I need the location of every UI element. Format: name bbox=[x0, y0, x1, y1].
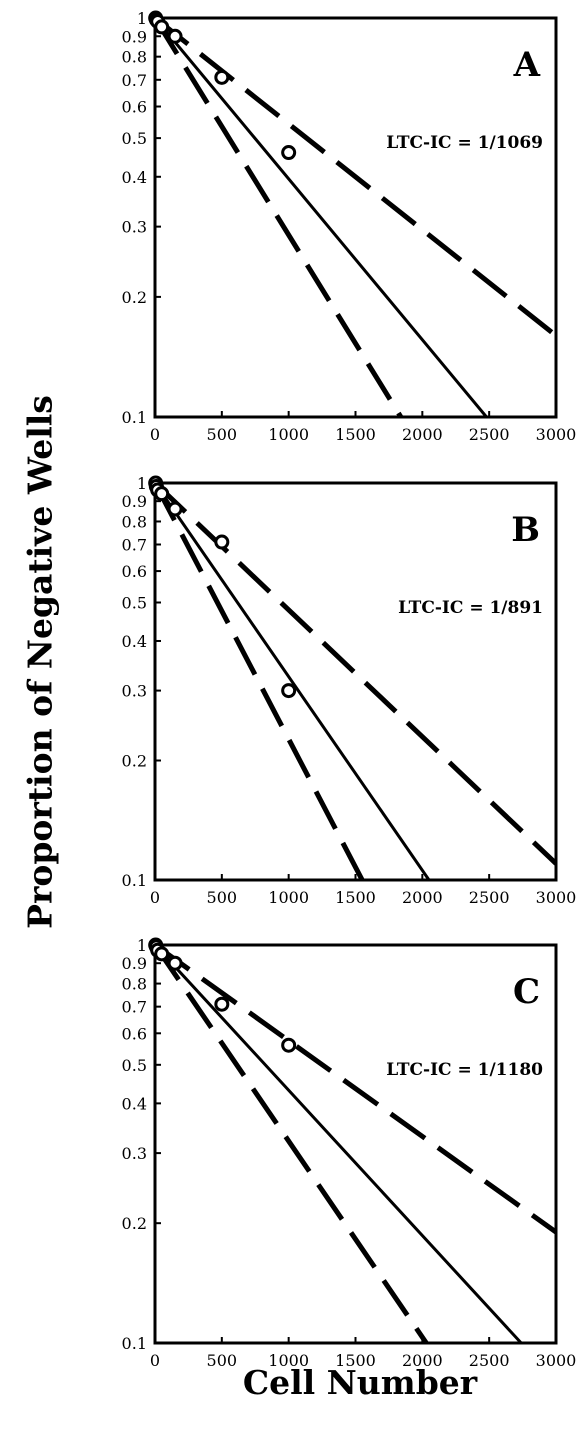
x-axis-label: Cell Number bbox=[242, 1363, 478, 1402]
fit-line-dashed-3 bbox=[155, 483, 365, 880]
data-point bbox=[154, 946, 170, 962]
x-tick-label: 3000 bbox=[536, 888, 577, 907]
y-tick-label: 0.5 bbox=[122, 594, 147, 613]
data-point bbox=[281, 683, 297, 699]
x-tick-label: 1500 bbox=[335, 1351, 376, 1370]
chart-panel-a: 0.1 0.2 0.3 0.4 0.5 0.6 0.7 0.8 0.91 0 500 1000 1500… bbox=[122, 9, 577, 444]
x-tick-label: 1500 bbox=[335, 425, 376, 444]
x-tick-label: 2500 bbox=[469, 888, 510, 907]
y-tick-label: 1 bbox=[137, 474, 147, 493]
x-tick-label: 2000 bbox=[402, 1351, 443, 1370]
x-tick-label: 1500 bbox=[335, 888, 376, 907]
y-tick-label: 0.4 bbox=[122, 168, 147, 187]
x-tick-label: 1000 bbox=[268, 1351, 309, 1370]
data-point bbox=[214, 534, 230, 550]
fit-line-dashed-3 bbox=[155, 945, 429, 1343]
x-tick-label: 2500 bbox=[469, 425, 510, 444]
x-tick-label: 500 bbox=[207, 425, 238, 444]
y-tick-label: 0.6 bbox=[122, 562, 147, 581]
data-point bbox=[154, 19, 170, 35]
x-tick-label: 500 bbox=[207, 1351, 238, 1370]
data-point bbox=[154, 486, 170, 502]
x-tick-label: 2500 bbox=[469, 1351, 510, 1370]
panel-label: C bbox=[513, 972, 540, 1012]
y-axis-label: Proportion of Negative Wells bbox=[20, 395, 60, 929]
y-tick-label: 0.2 bbox=[122, 288, 147, 307]
x-tick-label: 0 bbox=[150, 425, 160, 444]
y-tick-label: 0.7 bbox=[122, 998, 147, 1017]
y-tick-label: 0.2 bbox=[122, 1214, 147, 1233]
y-tick-label: 1 bbox=[137, 9, 147, 28]
y-tick-label: 0.1 bbox=[122, 1334, 147, 1353]
data-point bbox=[281, 1037, 297, 1053]
fit-line-dashed-1 bbox=[155, 945, 556, 1235]
data-point bbox=[167, 28, 183, 44]
ltc-ic-annotation: LTC-IC = 1/891 bbox=[398, 598, 543, 618]
x-tick-label: 3000 bbox=[536, 1351, 577, 1370]
y-tick-label: 0.1 bbox=[122, 408, 147, 427]
y-tick-label: 0.8 bbox=[122, 975, 147, 994]
x-tick-label: 3000 bbox=[536, 425, 577, 444]
panel-label: A bbox=[513, 45, 541, 85]
fit-line-dashed-3 bbox=[155, 18, 404, 417]
y-tick-label: 1 bbox=[137, 936, 147, 955]
y-tick-label: 0.3 bbox=[122, 218, 147, 237]
x-tick-label: 1000 bbox=[268, 888, 309, 907]
y-tick-label: 0.8 bbox=[122, 48, 147, 67]
data-point bbox=[214, 69, 230, 85]
panel-label: B bbox=[511, 510, 540, 550]
y-tick-label: 0.5 bbox=[122, 1056, 147, 1075]
y-tick-label: 0.6 bbox=[122, 1024, 147, 1043]
fit-line-dashed-1 bbox=[155, 18, 556, 338]
x-tick-label: 2000 bbox=[402, 425, 443, 444]
y-tick-label: 0.9 bbox=[122, 492, 147, 511]
data-point bbox=[167, 955, 183, 971]
fit-line-solid-2 bbox=[155, 18, 488, 417]
chart-panel-b: 0.1 0.2 0.3 0.4 0.5 0.6 0.7 0.80.91 0 500 1000 1500… bbox=[122, 474, 577, 907]
x-tick-label: 0 bbox=[150, 888, 160, 907]
x-tick-label: 1000 bbox=[268, 425, 309, 444]
data-point bbox=[167, 501, 183, 517]
y-tick-label: 0.8 bbox=[122, 512, 147, 531]
y-tick-label: 0.4 bbox=[122, 1094, 147, 1113]
y-tick-label: 0.3 bbox=[122, 682, 147, 701]
y-tick-label: 0.6 bbox=[122, 98, 147, 117]
chart-panel-c: 0.1 0.2 0.3 0.4 0.5 0.6 0.7 0.8 0.91 0 500 1000 1500… bbox=[122, 936, 577, 1370]
ltc-ic-annotation: LTC-IC = 1/1180 bbox=[386, 1060, 543, 1080]
y-tick-label: 0.3 bbox=[122, 1144, 147, 1163]
y-tick-label: 0.7 bbox=[122, 71, 147, 90]
x-tick-label: 2000 bbox=[402, 888, 443, 907]
y-tick-label: 0.9 bbox=[122, 27, 147, 46]
x-tick-label: 0 bbox=[150, 1351, 160, 1370]
y-tick-label: 0.5 bbox=[122, 129, 147, 148]
ltc-ic-annotation: LTC-IC = 1/1069 bbox=[386, 133, 543, 153]
fit-line-solid-2 bbox=[155, 483, 431, 880]
y-tick-label: 0.1 bbox=[122, 871, 147, 890]
data-point bbox=[281, 145, 297, 161]
y-tick-label: 0.9 bbox=[122, 954, 147, 973]
x-tick-label: 500 bbox=[207, 888, 238, 907]
y-tick-label: 0.7 bbox=[122, 535, 147, 554]
fit-line-solid-2 bbox=[155, 945, 523, 1343]
data-point bbox=[214, 996, 230, 1012]
y-tick-label: 0.4 bbox=[122, 632, 147, 651]
y-tick-label: 0.2 bbox=[122, 751, 147, 770]
